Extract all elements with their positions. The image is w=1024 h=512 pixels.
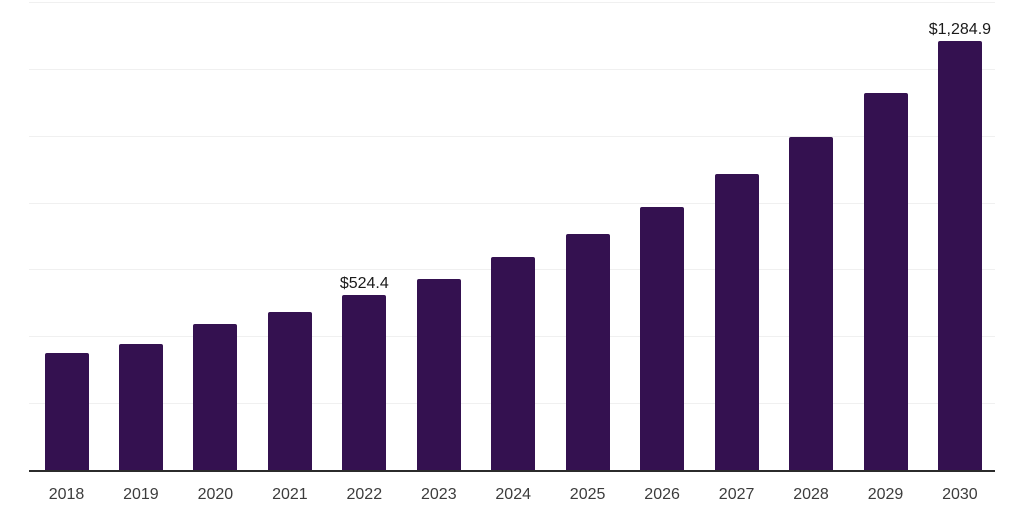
x-tick-label-2023: 2023: [421, 486, 457, 503]
x-tick-label-2020: 2020: [197, 486, 234, 503]
x-tick-label-2029: 2029: [867, 486, 904, 503]
x-tick-label-2030: 2030: [942, 486, 978, 503]
x-tick-label-2024: 2024: [495, 486, 531, 503]
bar-2023: [416, 278, 461, 470]
x-tick-label-2027: 2027: [718, 486, 755, 503]
bar-2024: [491, 257, 536, 470]
bar-2021: [267, 311, 312, 470]
bar-2030: [937, 40, 982, 470]
bar-2027: [714, 173, 759, 470]
x-tick-label-2025: 2025: [569, 486, 606, 503]
bar-2019: [118, 344, 163, 470]
bar-2022: [342, 294, 387, 470]
x-tick-label-2026: 2026: [644, 486, 680, 503]
value-label-2030: $1,284.9: [928, 20, 992, 38]
x-tick-label-2019: 2019: [123, 486, 159, 503]
bar-2026: [640, 206, 685, 470]
gridline-1200: [29, 68, 995, 70]
x-tick-label-2028: 2028: [793, 486, 829, 503]
gridline-1000: [29, 135, 995, 137]
gridline-1400: [29, 2, 995, 3]
x-axis-line: [29, 470, 995, 472]
x-tick-label-2018: 2018: [48, 486, 85, 503]
x-tick-label-2022: 2022: [346, 486, 383, 503]
x-tick-label-2021: 2021: [272, 486, 308, 503]
bar-2029: [863, 92, 908, 470]
value-label-2022: $524.4: [339, 274, 389, 292]
bar-2020: [193, 324, 238, 470]
bar-2025: [565, 233, 610, 470]
gridline-800: [29, 202, 995, 204]
bar-2018: [44, 353, 89, 470]
bar-2028: [789, 136, 833, 470]
